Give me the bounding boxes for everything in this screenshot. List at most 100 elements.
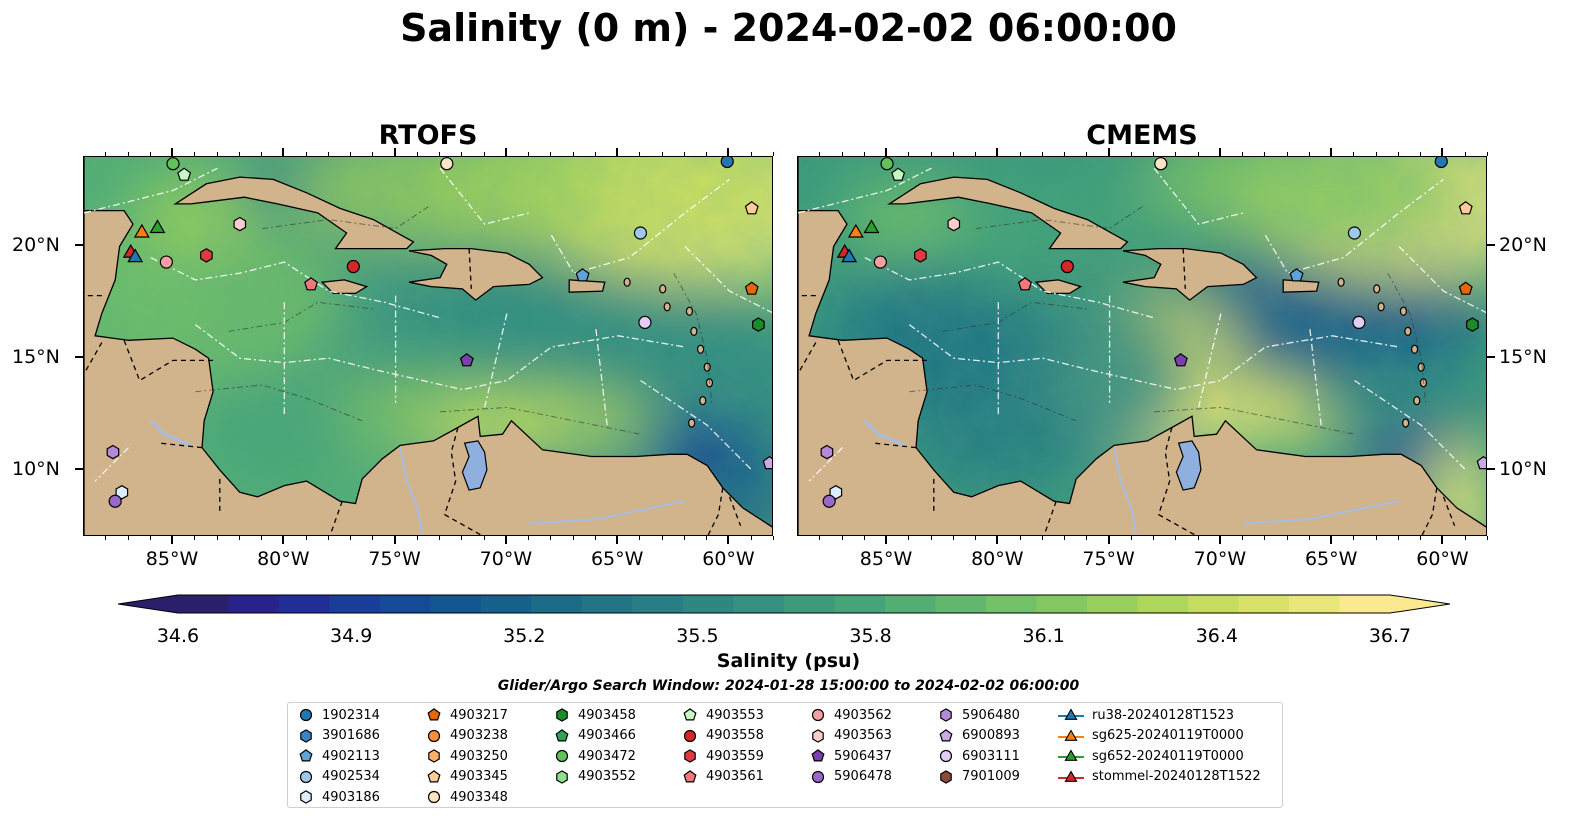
map-panel-rtofs[interactable] bbox=[83, 156, 773, 536]
tick-mark bbox=[171, 536, 174, 544]
legend-item: 4903552 bbox=[554, 767, 636, 787]
x-tick-label: 60°W bbox=[1416, 548, 1469, 570]
minor-tick bbox=[997, 536, 999, 540]
float-marker bbox=[440, 157, 454, 171]
legend-marker-icon bbox=[939, 749, 953, 763]
float-marker bbox=[822, 494, 836, 508]
legend-label: stommel-20240128T1522 bbox=[1092, 769, 1261, 784]
float-marker bbox=[880, 157, 894, 171]
legend-marker-icon bbox=[555, 749, 569, 763]
glider-marker bbox=[847, 223, 864, 238]
colorbar-segment bbox=[1289, 595, 1341, 613]
island bbox=[685, 306, 694, 316]
minor-tick bbox=[572, 152, 574, 156]
legend: 1902314 3901686 4902113 4902534 4903186 49032… bbox=[287, 702, 1283, 808]
eez-boundary bbox=[908, 324, 1400, 391]
minor-tick bbox=[930, 536, 932, 540]
island bbox=[688, 418, 696, 428]
minor-tick bbox=[172, 536, 174, 540]
y-tick-label: 15°N bbox=[12, 346, 60, 369]
legend-marker-icon bbox=[939, 728, 953, 741]
figure-title: Salinity (0 m) - 2024-02-02 06:00:00 bbox=[400, 6, 1177, 50]
panel-title-rtofs: RTOFS bbox=[378, 120, 478, 151]
legend-marker-icon bbox=[299, 749, 313, 762]
colorbar-extend-low bbox=[118, 595, 178, 613]
minor-tick bbox=[1264, 536, 1266, 540]
float-marker bbox=[891, 167, 906, 181]
colorbar-segment bbox=[329, 595, 381, 613]
legend-label: 5906437 bbox=[834, 748, 892, 764]
bathymetry-contour bbox=[1154, 406, 1355, 435]
legend-marker-icon bbox=[1058, 749, 1084, 761]
minor-tick bbox=[550, 152, 552, 156]
lake-nicaragua bbox=[149, 419, 192, 447]
eez-boundary bbox=[595, 329, 608, 426]
minor-tick bbox=[819, 536, 821, 540]
legend-item: 4903559 bbox=[682, 746, 764, 766]
legend-marker-icon bbox=[1058, 708, 1084, 720]
country-border bbox=[873, 442, 917, 449]
land-cuba bbox=[173, 176, 415, 250]
minor-tick bbox=[1464, 536, 1466, 540]
colorbar-segment bbox=[834, 595, 886, 613]
float-marker bbox=[914, 248, 927, 263]
minor-tick bbox=[1264, 152, 1266, 156]
minor-tick bbox=[261, 152, 263, 156]
minor-tick bbox=[394, 536, 396, 540]
eez-boundary bbox=[550, 178, 730, 274]
minor-tick bbox=[105, 152, 107, 156]
minor-tick bbox=[1108, 152, 1110, 156]
legend-item: 4903345 bbox=[426, 767, 508, 787]
island bbox=[1417, 362, 1425, 372]
island bbox=[696, 344, 705, 354]
minor-tick bbox=[283, 536, 285, 540]
colorbar-segment bbox=[531, 595, 583, 613]
legend-item: 4903562 bbox=[810, 705, 892, 725]
minor-tick bbox=[416, 152, 418, 156]
x-tick-label: 75°W bbox=[368, 548, 421, 570]
minor-tick bbox=[1375, 152, 1377, 156]
float-marker bbox=[744, 201, 759, 215]
float-marker bbox=[720, 157, 734, 169]
minor-tick bbox=[149, 536, 151, 540]
eez-boundary bbox=[1153, 167, 1244, 225]
float-marker bbox=[106, 444, 120, 460]
legend-label: 5906480 bbox=[962, 707, 1020, 723]
legend-label: 4903466 bbox=[578, 728, 636, 743]
legend-label: 4903559 bbox=[706, 748, 764, 764]
colorbar-segment bbox=[430, 595, 482, 613]
land-hispaniola bbox=[408, 247, 544, 301]
legend-item: 3901686 bbox=[298, 726, 380, 746]
legend-label: 4902113 bbox=[322, 748, 380, 764]
colorbar-segment bbox=[1087, 595, 1139, 613]
minor-tick bbox=[1286, 536, 1288, 540]
legend-label: 6900893 bbox=[962, 728, 1020, 743]
map-panel-cmems[interactable] bbox=[797, 156, 1487, 536]
island bbox=[623, 277, 631, 287]
colorbar-tick-label: 34.6 bbox=[156, 625, 200, 647]
lake-maracaibo bbox=[461, 440, 488, 491]
minor-tick bbox=[372, 536, 374, 540]
land-cuba bbox=[887, 176, 1129, 250]
island bbox=[1410, 344, 1419, 354]
legend-marker-icon bbox=[427, 769, 441, 782]
minor-tick bbox=[1064, 152, 1066, 156]
legend-marker-icon bbox=[811, 708, 825, 722]
colorbar-segment bbox=[1339, 595, 1391, 613]
legend-label: 4903563 bbox=[834, 728, 892, 743]
y-tick-label: 10°N bbox=[12, 457, 60, 480]
minor-tick bbox=[216, 536, 218, 540]
float-marker bbox=[166, 157, 180, 171]
minor-tick bbox=[305, 536, 307, 540]
minor-tick bbox=[1197, 536, 1199, 540]
minor-tick bbox=[886, 152, 888, 156]
minor-tick bbox=[594, 536, 596, 540]
float-marker bbox=[1352, 315, 1366, 330]
legend-marker-icon bbox=[556, 708, 568, 722]
colorbar-segment bbox=[683, 595, 735, 613]
eez-boundary bbox=[640, 379, 753, 471]
minor-tick bbox=[683, 536, 685, 540]
legend-label: 1902314 bbox=[322, 707, 380, 723]
legend-label: sg652-20240119T0000 bbox=[1092, 748, 1244, 764]
minor-tick bbox=[863, 152, 865, 156]
